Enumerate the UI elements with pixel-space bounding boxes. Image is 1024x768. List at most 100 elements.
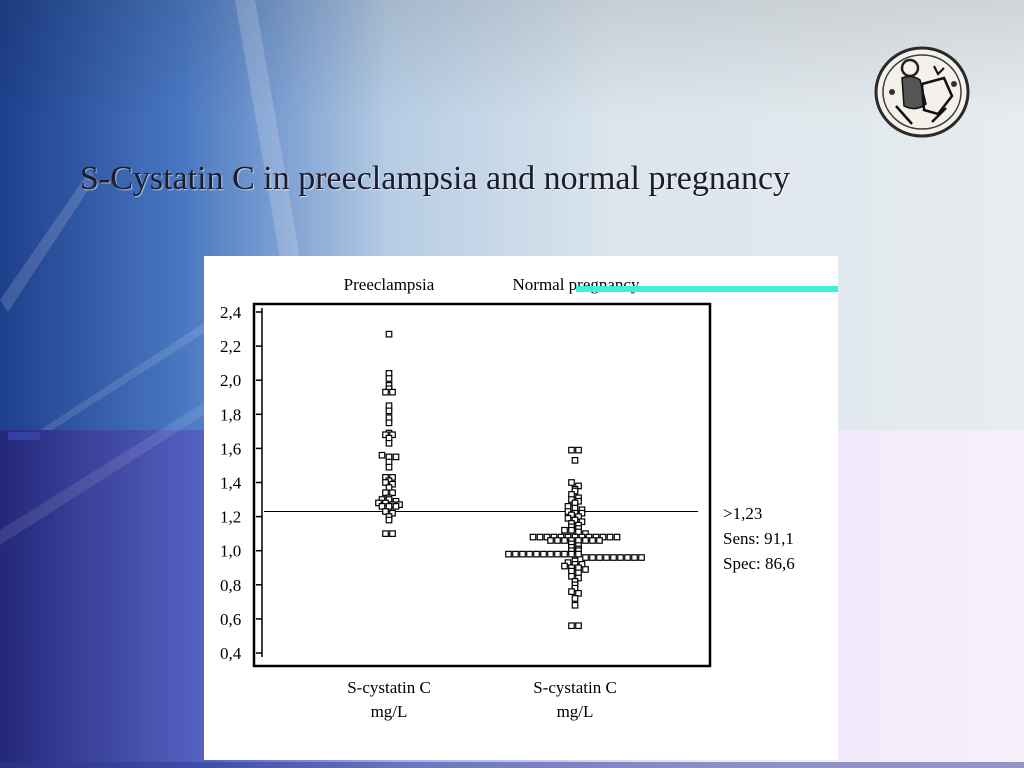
data-point: [575, 446, 582, 454]
data-point: [382, 530, 389, 537]
data-point: [564, 559, 572, 566]
data-point: [389, 489, 396, 497]
x-tick-label-1-line-1: S-cystatin C: [347, 678, 431, 697]
cutoff-label-threshold: >1,23: [723, 504, 762, 523]
data-point: [624, 554, 631, 561]
data-point: [571, 516, 579, 524]
data-point: [568, 526, 575, 534]
data-point: [540, 550, 547, 558]
data-point: [547, 537, 554, 544]
y-tick-label: 0,8: [220, 576, 241, 595]
cutoff-annotation: >1,23 Sens: 91,1 Spec: 86,6: [723, 504, 795, 573]
data-point: [575, 528, 582, 536]
data-point: [382, 479, 389, 486]
data-point: [575, 574, 582, 582]
data-point: [389, 474, 396, 481]
data-point: [536, 533, 544, 541]
x-tick-label-2-line-2: mg/L: [557, 702, 594, 721]
y-tick-label: 2,0: [220, 371, 241, 390]
data-point: [568, 511, 575, 519]
data-point: [389, 509, 396, 517]
data-point: [561, 562, 568, 570]
data-point: [568, 572, 575, 580]
data-point: [385, 375, 393, 382]
data-point: [385, 385, 393, 393]
y-tick-label: 0,4: [220, 644, 242, 663]
data-point: [512, 550, 519, 558]
medieval-coin-seal-icon: [874, 46, 970, 138]
data-point: [550, 533, 558, 541]
data-point: [571, 601, 579, 609]
x-tick-label-2-line-1: S-cystatin C: [533, 678, 617, 697]
data-point: [554, 537, 561, 544]
data-point: [578, 518, 586, 526]
y-tick-label: 2,4: [220, 303, 242, 322]
data-point: [610, 554, 617, 561]
data-point: [596, 554, 603, 561]
data-point: [382, 489, 389, 497]
y-tick-label: 1,2: [220, 508, 241, 527]
data-point: [385, 439, 393, 447]
data-point: [385, 419, 393, 427]
data-point: [561, 537, 568, 544]
data-point: [385, 407, 393, 415]
data-point: [378, 496, 386, 503]
data-point: [596, 537, 603, 544]
data-point: [568, 622, 575, 630]
data-point: [617, 554, 624, 561]
data-point: [571, 456, 579, 464]
data-point: [382, 388, 389, 396]
data-point: [375, 499, 382, 507]
x-tick-labels: S-cystatin C mg/L S-cystatin C mg/L: [347, 678, 617, 721]
data-point: [585, 533, 593, 541]
data-point: [564, 533, 572, 541]
data-point: [575, 513, 582, 520]
data-point: [606, 533, 614, 541]
y-tick-label: 1,0: [220, 542, 241, 561]
y-tick-label: 1,4: [220, 474, 242, 493]
cutoff-label-sensitivity: Sens: 91,1: [723, 529, 794, 548]
data-point: [505, 550, 512, 558]
data-point: [385, 463, 393, 471]
data-point: [613, 533, 621, 541]
data-point: [385, 503, 393, 510]
data-point: [571, 584, 579, 592]
data-point: [389, 480, 396, 488]
data-point: [385, 516, 393, 524]
data-point: [589, 537, 596, 544]
category-label-preeclampsia: Preeclampsia: [344, 275, 435, 294]
data-point: [378, 451, 386, 459]
data-point: [543, 533, 551, 541]
data-point: [582, 537, 589, 544]
chart-panel: 2,4 2,2 2,0 1,8 1,6 1,4 1,2 1,0 0,8 0,6 0,4 Preecl…: [204, 256, 838, 760]
data-point: [382, 508, 389, 515]
y-tick-label: 1,8: [220, 405, 241, 424]
data-point: [568, 550, 575, 558]
data-point: [592, 533, 600, 541]
data-point: [547, 550, 554, 558]
y-tick-label: 1,6: [220, 439, 241, 458]
data-point: [557, 533, 565, 541]
data-point: [533, 550, 540, 558]
data-point: [382, 431, 389, 439]
data-point: [564, 508, 572, 515]
data-point: [571, 560, 579, 568]
slide-title: S-Cystatin C in preeclampsia and normal …: [80, 160, 791, 197]
data-point: [385, 484, 393, 491]
axes-group: [252, 302, 712, 668]
data-point: [575, 589, 582, 597]
data-point: [582, 566, 589, 573]
data-point: [519, 550, 526, 558]
data-point: [385, 496, 393, 503]
data-point: [582, 530, 589, 537]
data-point: [571, 487, 579, 495]
y-ticks: 2,4 2,2 2,0 1,8 1,6 1,4 1,2 1,0 0,8 0,6 0,4: [220, 303, 263, 663]
data-point: [389, 388, 396, 396]
data-point: [571, 533, 579, 541]
data-point: [378, 503, 386, 510]
data-point: [568, 588, 575, 595]
data-point: [578, 560, 586, 568]
data-points: [375, 330, 645, 630]
data-point: [578, 533, 586, 541]
plot-frame: [252, 302, 712, 668]
